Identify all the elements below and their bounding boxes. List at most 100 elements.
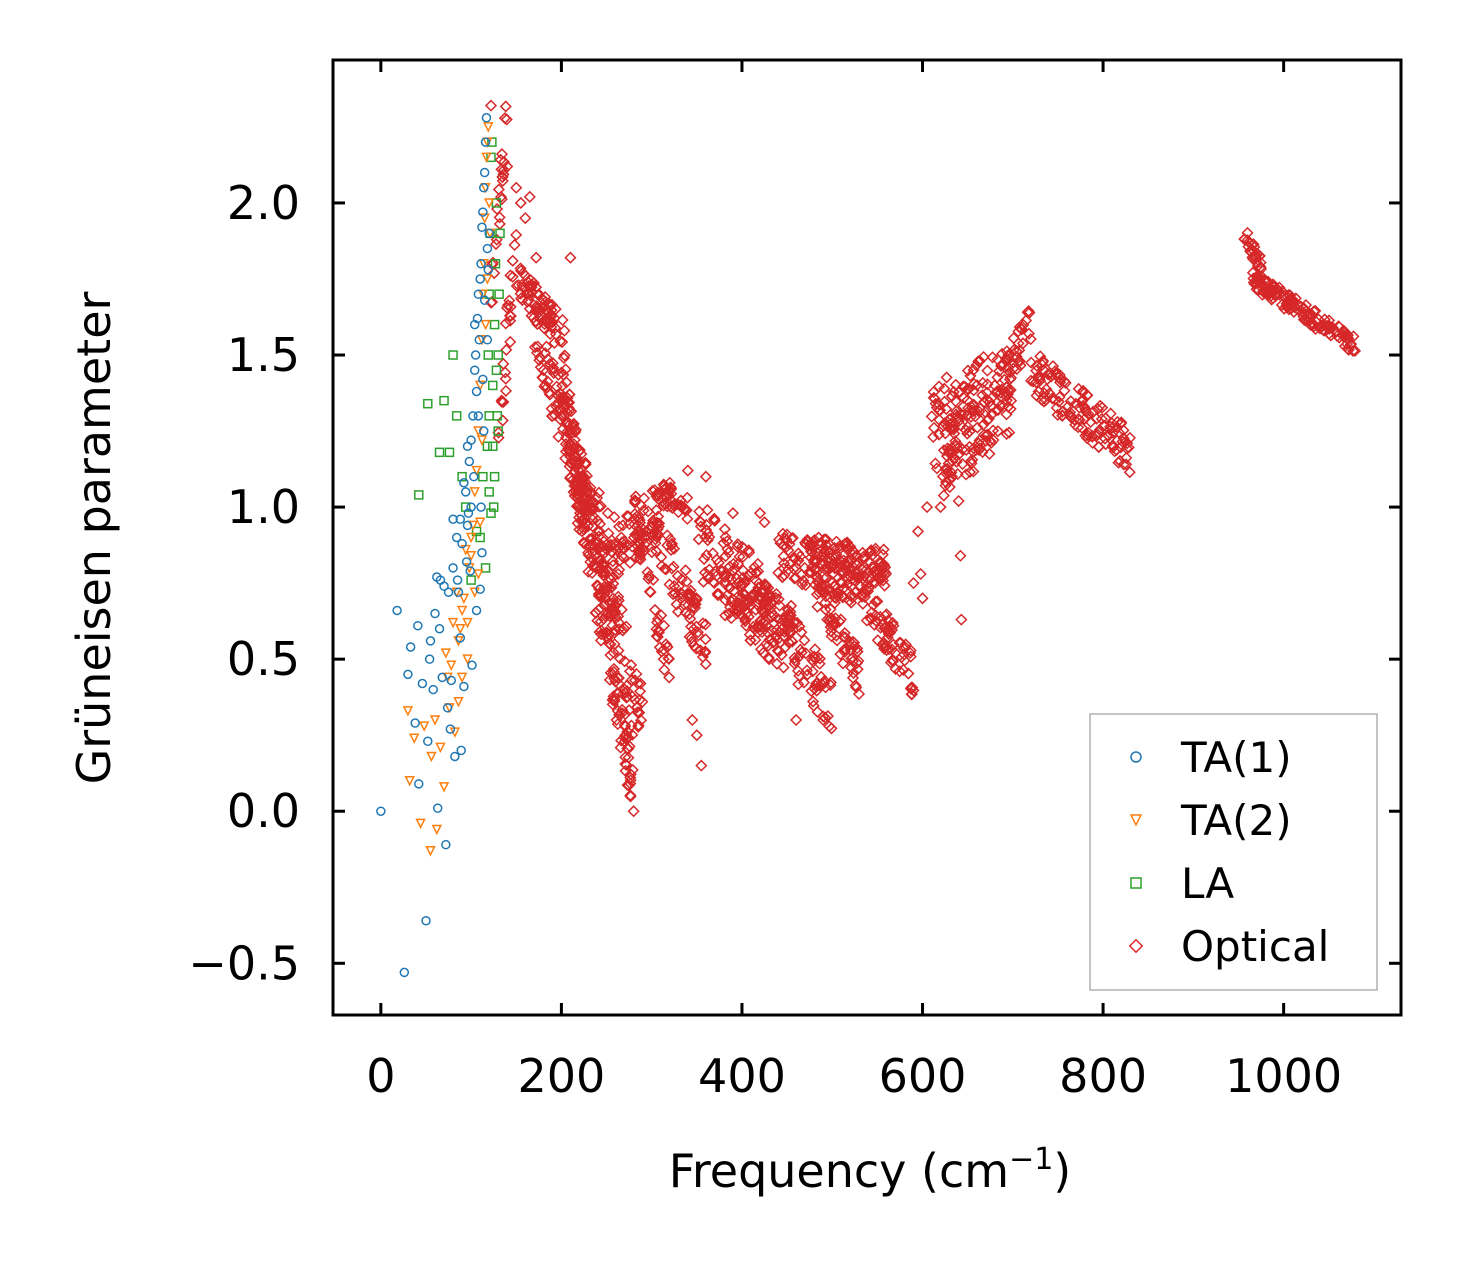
data-point: [568, 433, 581, 446]
data-point: [749, 622, 762, 635]
data-point: [610, 713, 623, 726]
data-point: [655, 609, 668, 622]
data-point: [826, 619, 839, 632]
data-point: [630, 667, 643, 681]
data-point: [857, 550, 870, 563]
data-point: [938, 382, 951, 395]
data-point: [782, 622, 795, 635]
data-point: [465, 532, 477, 544]
data-point: [1099, 438, 1112, 451]
data-point: [561, 391, 574, 405]
data-point: [658, 483, 671, 496]
data-point: [1309, 304, 1322, 317]
data-point: [941, 442, 954, 455]
data-point: [811, 705, 824, 718]
data-point: [593, 525, 606, 538]
data-point: [744, 634, 757, 647]
data-point: [894, 636, 907, 649]
data-point: [812, 531, 825, 544]
data-point: [995, 391, 1008, 404]
data-point: [778, 569, 791, 582]
data-point: [1041, 373, 1054, 386]
data-point: [967, 384, 980, 397]
data-point: [651, 528, 664, 542]
data-point: [493, 350, 503, 360]
data-point: [898, 654, 911, 667]
data-point: [528, 341, 542, 354]
data-point: [916, 592, 929, 605]
data-point: [479, 182, 489, 193]
data-point: [479, 213, 490, 224]
data-point: [987, 433, 1000, 447]
data-point: [663, 476, 676, 489]
data-point: [973, 354, 986, 368]
data-point: [531, 317, 544, 331]
data-point: [889, 647, 902, 660]
data-point: [632, 545, 645, 558]
data-point: [1317, 324, 1331, 337]
data-point: [970, 359, 983, 372]
data-point: [463, 508, 474, 518]
data-point: [634, 553, 647, 566]
data-point: [653, 641, 666, 654]
data-point: [560, 431, 573, 444]
data-point: [736, 550, 750, 563]
data-point: [838, 626, 851, 640]
data-point: [719, 530, 732, 544]
data-point: [840, 559, 853, 572]
data-point: [465, 550, 477, 562]
data-point: [631, 518, 644, 532]
data-point: [688, 594, 701, 608]
data-point: [539, 304, 553, 317]
data-point: [623, 517, 636, 531]
data-point: [980, 429, 993, 442]
data-point: [435, 742, 446, 754]
data-point: [950, 455, 963, 468]
data-point: [621, 679, 634, 692]
data-point: [638, 538, 651, 551]
data-point: [795, 646, 808, 659]
data-point: [462, 654, 473, 665]
data-point: [684, 612, 697, 625]
data-point: [549, 321, 562, 334]
data-point: [838, 558, 851, 571]
data-point: [453, 587, 464, 597]
data-point: [857, 552, 870, 566]
series-ta-1-: [376, 113, 494, 978]
data-point: [986, 351, 999, 364]
data-point: [818, 550, 831, 563]
data-point: [852, 687, 866, 701]
data-point: [659, 563, 673, 576]
data-point: [808, 643, 822, 656]
data-point: [578, 537, 591, 550]
data-point: [934, 501, 947, 514]
data-point: [493, 211, 506, 224]
data-point: [446, 660, 457, 671]
data-point: [501, 160, 514, 173]
data-point: [927, 421, 941, 434]
data-point: [728, 562, 742, 575]
data-point: [632, 719, 645, 732]
data-point: [750, 566, 763, 579]
legend: TA(1) TA(2) LA Optical: [1089, 713, 1378, 991]
data-point: [567, 441, 580, 454]
data-point: [920, 501, 934, 514]
data-point: [479, 167, 490, 178]
y-axis-label: Grüneisen parameter: [67, 291, 121, 784]
data-point: [605, 545, 618, 558]
data-point: [1120, 442, 1133, 455]
data-point: [648, 484, 661, 497]
data-point: [488, 267, 501, 280]
data-point: [547, 361, 560, 374]
data-point: [828, 579, 841, 592]
data-point: [613, 623, 626, 636]
data-point: [428, 684, 438, 695]
data-point: [806, 695, 820, 708]
data-point: [671, 605, 685, 618]
legend-marker: [1130, 877, 1142, 889]
legend-label: LA: [1181, 859, 1234, 908]
data-point: [664, 500, 677, 513]
data-point: [469, 319, 480, 330]
data-point: [495, 394, 508, 407]
data-point: [652, 624, 665, 637]
